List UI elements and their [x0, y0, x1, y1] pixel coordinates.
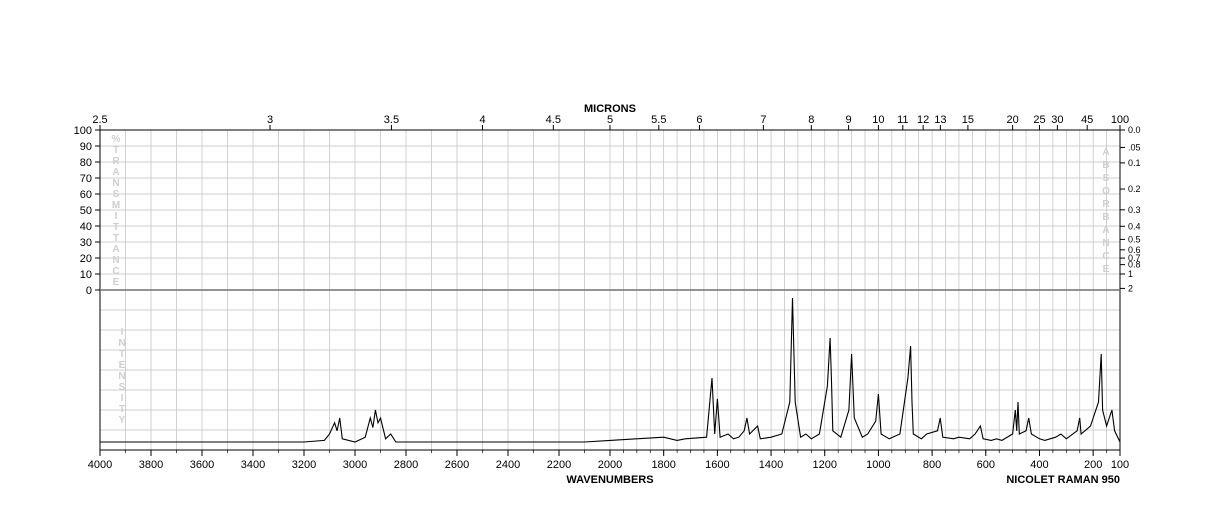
wavenumber-tick: 3800 — [139, 459, 163, 471]
micron-tick: 15 — [962, 114, 974, 126]
absorbance-axis-letter: S — [1103, 173, 1110, 184]
transmittance-axis-letter: T — [113, 222, 119, 233]
wavenumber-tick: 2200 — [547, 459, 571, 471]
transmittance-tick: 70 — [80, 173, 92, 185]
absorbance-tick: 0.1 — [1128, 158, 1141, 168]
wavenumber-tick: 2000 — [598, 459, 622, 471]
micron-tick: 25 — [1033, 114, 1045, 126]
transmittance-tick: 80 — [80, 157, 92, 169]
intensity-axis-letter: E — [119, 360, 126, 371]
absorbance-axis-letter: B — [1102, 212, 1109, 223]
micron-tick: 6 — [696, 114, 702, 126]
absorbance-tick: 0.2 — [1128, 184, 1141, 194]
intensity-axis-letter: I — [121, 327, 124, 338]
intensity-axis-letter: S — [119, 382, 126, 393]
transmittance-axis-letter: T — [113, 145, 119, 156]
spectrum-figure: MICRONS2.533.544.555.5678910111213152025… — [0, 0, 1224, 528]
wavenumber-tick: 3400 — [241, 459, 265, 471]
spectrum-svg: MICRONS2.533.544.555.5678910111213152025… — [0, 0, 1224, 528]
wavenumber-tick: 2800 — [394, 459, 418, 471]
transmittance-axis-letter: S — [113, 189, 120, 200]
intensity-axis-letter: Y — [119, 415, 126, 426]
wavenumber-tick: 1800 — [651, 459, 675, 471]
transmittance-tick: 100 — [74, 125, 92, 137]
wavenumber-tick: 400 — [1030, 459, 1048, 471]
micron-tick: 7 — [760, 114, 766, 126]
absorbance-tick: 1 — [1128, 269, 1133, 279]
micron-tick: 5 — [607, 114, 613, 126]
transmittance-tick: 90 — [80, 141, 92, 153]
transmittance-tick: 30 — [80, 237, 92, 249]
transmittance-tick: 50 — [80, 205, 92, 217]
wavenumber-tick: 1600 — [705, 459, 729, 471]
micron-tick: 45 — [1081, 114, 1093, 126]
absorbance-tick: 2 — [1128, 283, 1133, 293]
intensity-axis-letter: N — [118, 371, 125, 382]
absorbance-axis-letter: A — [1102, 225, 1109, 236]
wavenumber-tick: 4000 — [88, 459, 112, 471]
transmittance-axis-letter: T — [113, 233, 119, 244]
wavenumbers-title: WAVENUMBERS — [566, 474, 653, 486]
micron-tick: 30 — [1051, 114, 1063, 126]
absorbance-axis-letter: A — [1102, 147, 1109, 158]
transmittance-axis-letter: M — [112, 200, 120, 211]
transmittance-tick: 40 — [80, 221, 92, 233]
wavenumber-tick: 3200 — [292, 459, 316, 471]
micron-tick: 10 — [872, 114, 884, 126]
micron-tick: 5.5 — [651, 114, 666, 126]
transmittance-axis-letter: A — [112, 244, 119, 255]
absorbance-axis-letter: C — [1102, 251, 1109, 262]
absorbance-axis-letter: R — [1102, 199, 1110, 210]
micron-tick: 20 — [1007, 114, 1019, 126]
transmittance-tick: 10 — [80, 269, 92, 281]
wavenumber-tick: 800 — [923, 459, 941, 471]
wavenumber-tick: 200 — [1084, 459, 1102, 471]
wavenumber-tick: 1200 — [812, 459, 836, 471]
transmittance-axis-letter: A — [112, 167, 119, 178]
transmittance-axis-letter: N — [112, 255, 119, 266]
wavenumber-tick: 2600 — [445, 459, 469, 471]
transmittance-axis-letter: E — [113, 277, 120, 288]
wavenumber-tick: 2400 — [496, 459, 520, 471]
absorbance-tick: 0.3 — [1128, 205, 1141, 215]
absorbance-tick: 0.0 — [1128, 125, 1141, 135]
micron-tick: 13 — [934, 114, 946, 126]
wavenumber-tick: 1000 — [866, 459, 890, 471]
transmittance-axis-letter: C — [112, 266, 119, 277]
micron-tick: 9 — [846, 114, 852, 126]
micron-tick: 3 — [267, 114, 273, 126]
micron-tick: 4 — [479, 114, 485, 126]
intensity-axis-letter: T — [119, 404, 125, 415]
micron-tick: 3.5 — [384, 114, 399, 126]
micron-tick: 11 — [897, 114, 908, 126]
intensity-axis-letter: T — [119, 349, 125, 360]
wavenumber-tick: 100 — [1111, 459, 1129, 471]
absorbance-axis-letter: B — [1102, 160, 1109, 171]
wavenumber-tick: 3000 — [343, 459, 367, 471]
absorbance-tick: .05 — [1128, 142, 1141, 152]
absorbance-tick: 0.4 — [1128, 221, 1141, 231]
transmittance-tick: 20 — [80, 253, 92, 265]
absorbance-axis-letter: E — [1103, 264, 1110, 275]
transmittance-axis-letter: I — [115, 211, 118, 222]
micron-tick: 100 — [1111, 114, 1129, 126]
micron-tick: 12 — [917, 114, 929, 126]
absorbance-axis-letter: N — [1102, 238, 1109, 249]
wavenumber-tick: 600 — [977, 459, 995, 471]
absorbance-axis-letter: O — [1102, 186, 1110, 197]
micron-tick: 8 — [808, 114, 814, 126]
transmittance-axis-letter: R — [112, 156, 120, 167]
intensity-axis-letter: I — [121, 393, 124, 404]
wavenumber-tick: 1400 — [759, 459, 783, 471]
instrument-label: NICOLET RAMAN 950 — [1006, 474, 1120, 486]
transmittance-axis-letter: % — [112, 134, 121, 145]
transmittance-tick: 0 — [86, 285, 92, 297]
micron-tick: 4.5 — [546, 114, 561, 126]
transmittance-tick: 60 — [80, 189, 92, 201]
wavenumber-tick: 3600 — [190, 459, 214, 471]
absorbance-tick: 0.5 — [1128, 234, 1141, 244]
micron-tick: 2.5 — [92, 114, 107, 126]
transmittance-axis-letter: N — [112, 178, 119, 189]
intensity-axis-letter: N — [118, 338, 125, 349]
